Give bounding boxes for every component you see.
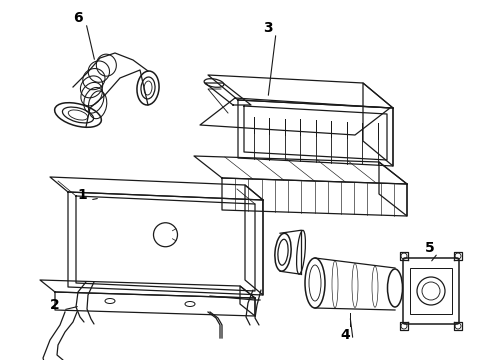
Text: 6: 6: [73, 11, 83, 25]
Bar: [410, 268, 452, 314]
Text: 1: 1: [77, 188, 87, 202]
Text: 3: 3: [263, 21, 273, 35]
Text: 2: 2: [50, 298, 60, 312]
Text: 4: 4: [340, 328, 350, 342]
Text: 5: 5: [425, 241, 435, 255]
